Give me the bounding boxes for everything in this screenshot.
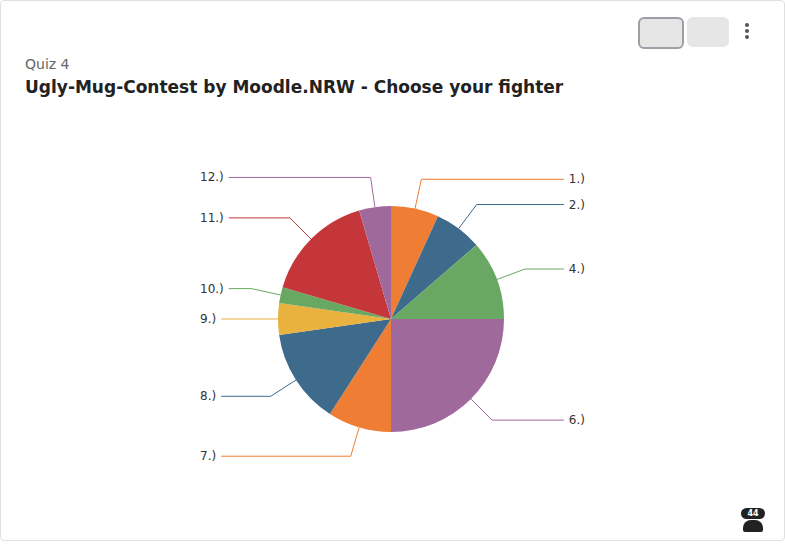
svg-text:9.): 9.) — [200, 312, 216, 326]
svg-text:12.): 12.) — [200, 170, 224, 184]
svg-text:Ugly-Mug-Contest by Moodle.NRW: Ugly-Mug-Contest by Moodle.NRW - Choose … — [25, 77, 564, 97]
svg-text:Quiz 4: Quiz 4 — [25, 56, 70, 72]
svg-text:11.): 11.) — [200, 211, 224, 225]
svg-text:10.): 10.) — [200, 282, 224, 296]
svg-text:2.): 2.) — [569, 198, 585, 212]
svg-text:8.): 8.) — [200, 389, 216, 403]
svg-text:4.): 4.) — [569, 262, 585, 276]
svg-text:7.): 7.) — [200, 449, 216, 463]
html-text:44: 44 — [747, 509, 759, 518]
svg-text:6.): 6.) — [569, 413, 585, 427]
svg-text:1.): 1.) — [569, 172, 585, 186]
